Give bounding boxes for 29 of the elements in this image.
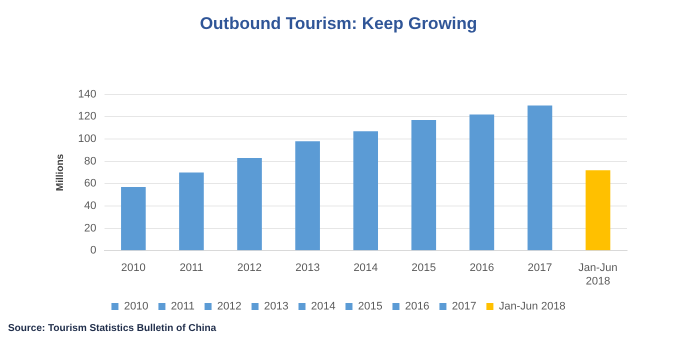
y-tick-label: 40 <box>84 200 96 212</box>
legend-label: 2015 <box>358 300 382 313</box>
y-tick-label: 80 <box>84 155 96 168</box>
x-tick-label: 2017 <box>528 262 552 274</box>
y-tick-label: 20 <box>84 222 96 234</box>
legend-label: 2011 <box>170 300 195 313</box>
legend-label: 2016 <box>404 300 430 313</box>
legend-label: 2012 <box>217 300 242 313</box>
y-tick-label: 0 <box>90 244 96 257</box>
x-tick-label: 2011 <box>180 262 204 274</box>
x-tick-label: 2013 <box>295 262 320 274</box>
legend-label: 2017 <box>452 300 476 313</box>
legend-label: 2010 <box>124 300 148 313</box>
x-tick-label: 2014 <box>353 262 378 274</box>
y-tick-label: 120 <box>78 110 96 123</box>
y-tick-label: 140 <box>78 88 96 100</box>
x-tick-label: Jan-Jun 2018 <box>578 262 618 288</box>
x-tick-label: 2010 <box>121 262 146 274</box>
x-tick-label: 2015 <box>412 262 436 274</box>
source-note: Source: Tourism Statistics Bulletin of China <box>8 323 216 334</box>
y-tick-label: 100 <box>78 133 96 146</box>
legend-label: 2013 <box>264 300 289 313</box>
x-tick-label: 2012 <box>237 262 262 274</box>
y-axis-title: Millions <box>54 153 66 192</box>
x-tick-label: 2016 <box>470 262 494 274</box>
y-tick-label: 60 <box>84 178 96 190</box>
chart-title: Outbound Tourism: Keep Growing <box>200 14 478 33</box>
legend-label: 2014 <box>311 300 336 313</box>
legend-label: Jan-Jun 2018 <box>498 300 566 313</box>
